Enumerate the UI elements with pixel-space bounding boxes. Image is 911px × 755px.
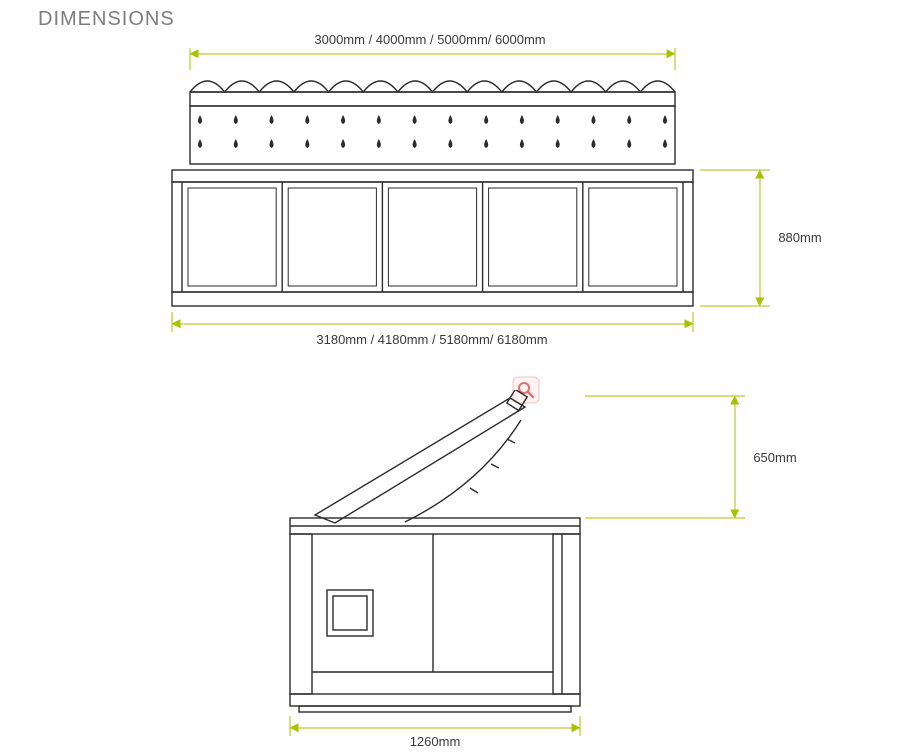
side-elevation: 650mm 1260mm [255,390,875,750]
backboard [190,106,675,164]
side-base [290,694,580,706]
dim-bottom-width: 3180mm / 4180mm / 5180mm/ 6180mm [172,312,693,347]
dim-height-880-label: 880mm [778,230,821,245]
dim-height-650-label: 650mm [753,450,796,465]
counter-body [172,182,693,292]
dim-height-880: 880mm [700,170,822,306]
side-post-left [290,534,312,694]
counter-panels [182,182,683,292]
access-panel [327,590,373,636]
dim-width-1260-label: 1260mm [410,734,461,749]
canopy [190,81,675,92]
dim-bottom-width-label: 3180mm / 4180mm / 5180mm/ 6180mm [316,332,547,347]
drop-icons [198,115,667,148]
front-elevation: 3000mm / 4000mm / 5000mm/ 6000mm 880mm [100,30,880,360]
upper-band [190,92,675,106]
dim-top-width-label: 3000mm / 4000mm / 5000mm/ 6000mm [314,32,545,47]
side-post-right [553,534,580,694]
counter-base-rail [172,292,693,306]
counter-top-rail [172,170,693,182]
lid [315,390,527,523]
dim-top-width: 3000mm / 4000mm / 5000mm/ 6000mm [190,32,675,70]
dim-height-650: 650mm [585,396,797,518]
page-title: DIMENSIONS [38,8,175,31]
dim-width-1260: 1260mm [290,716,580,749]
